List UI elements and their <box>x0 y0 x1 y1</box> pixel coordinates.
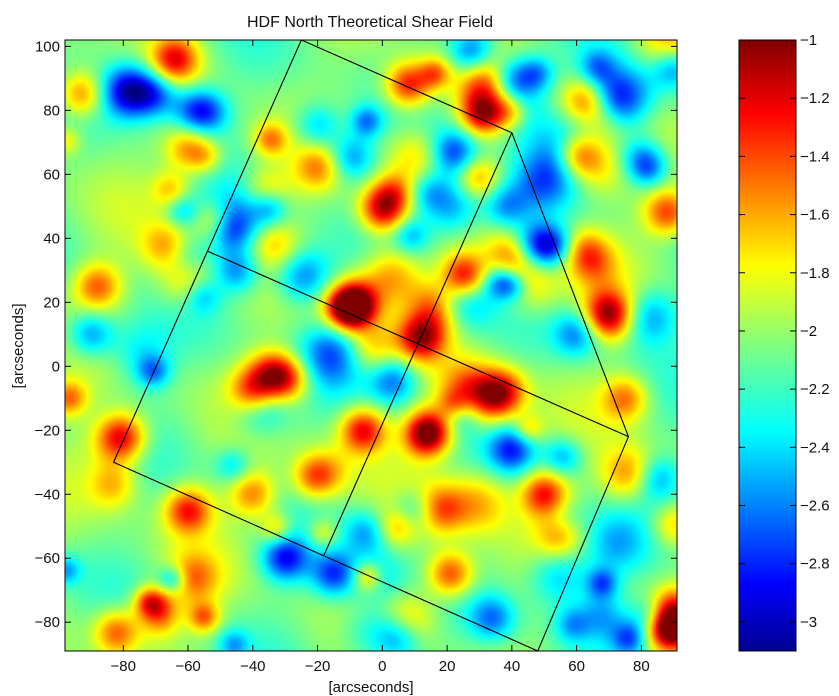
colorbar-tick-label: −1 <box>800 32 817 49</box>
colorbar-tick-label: −1.2 <box>800 90 830 107</box>
colorbar-tick-label: −2 <box>800 323 817 340</box>
chart-title: HDF North Theoretical Shear Field <box>247 14 493 31</box>
plot-frame <box>64 39 678 652</box>
x-tick-label: 60 <box>568 658 585 675</box>
shear-field-heatmap <box>64 39 678 652</box>
y-tick-label: 60 <box>43 166 60 183</box>
x-tick-label: −60 <box>175 658 200 675</box>
x-tick-label: −20 <box>305 658 330 675</box>
x-tick-label: 20 <box>439 658 456 675</box>
outline-boundary <box>112 39 630 652</box>
colorbar-ticks: −1 −1.2 −1.4 −1.6 −1.8 −2 −2.2 −2.4 −2.6 −2.8 −3 <box>739 32 830 631</box>
colorbar-tick-label: −2.4 <box>800 439 830 456</box>
heatmap-image <box>65 40 677 651</box>
x-axis-label: [arcseconds] <box>328 679 413 696</box>
x-tick-label: −80 <box>111 658 136 675</box>
survey-outline <box>112 39 630 652</box>
y-axis: −80 −60 −40 −20 0 20 40 60 80 100 <box>35 38 677 631</box>
colorbar-tick-label: −2.6 <box>800 498 830 515</box>
x-tick-label: 0 <box>378 658 386 675</box>
y-tick-label: 0 <box>52 358 60 375</box>
colorbar-gradient <box>738 39 797 652</box>
x-axis: −80 −60 −40 −20 0 20 40 60 80 <box>111 40 650 675</box>
colorbar: −1 −1.2 −1.4 −1.6 −1.8 −2 −2.2 −2.4 −2.6 −2.8 −3 <box>738 32 830 652</box>
colorbar-tick-label: −1.8 <box>800 265 830 282</box>
colorbar-tick-label: −1.4 <box>800 148 830 165</box>
y-axis-label: [arcseconds] <box>10 303 27 388</box>
y-tick-label: −20 <box>35 422 60 439</box>
y-tick-label: −60 <box>35 550 60 567</box>
colorbar-tick-label: −2.2 <box>800 381 830 398</box>
y-tick-label: 80 <box>43 102 60 119</box>
y-tick-label: −40 <box>35 486 60 503</box>
outline-divider-1 <box>323 132 513 556</box>
y-tick-label: 20 <box>43 294 60 311</box>
colorbar-tick-label: −2.8 <box>800 556 830 573</box>
x-tick-label: 40 <box>504 658 521 675</box>
x-tick-label: 80 <box>633 658 650 675</box>
y-tick-label: 40 <box>43 230 60 247</box>
colorbar-tick-label: −3 <box>800 614 817 631</box>
x-tick-label: −40 <box>240 658 265 675</box>
y-tick-label: −80 <box>35 614 60 631</box>
y-tick-label: 100 <box>35 38 60 55</box>
colorbar-tick-label: −1.6 <box>800 207 830 224</box>
